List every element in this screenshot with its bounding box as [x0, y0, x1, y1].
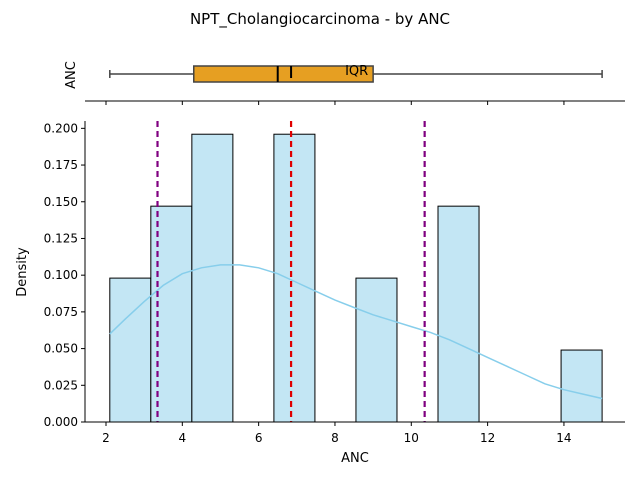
y-tick-label-4: 0.100	[44, 268, 78, 282]
kde-curve	[109, 264, 603, 400]
histogram-bar-11	[560, 349, 603, 423]
x-tick-label-0: 2	[102, 431, 110, 445]
y-tick-label-2: 0.050	[44, 342, 78, 356]
y-tick-label-3: 0.075	[44, 305, 78, 319]
histogram-y-label: Density	[15, 247, 30, 297]
histogram-x-ticks: 2 4 6 8 10 12 14	[102, 422, 572, 445]
y-tick-label-7: 0.175	[44, 158, 78, 172]
histogram-x-label: ANC	[341, 451, 369, 466]
box-iqr	[193, 65, 374, 83]
y-tick-label-8: 0.200	[44, 121, 78, 135]
x-tick-label-4: 10	[404, 431, 419, 445]
x-tick-label-5: 12	[480, 431, 495, 445]
chart-title: NPT_Cholangiocarcinoma - by ANC	[190, 10, 450, 29]
histogram-bar-2	[191, 133, 234, 423]
y-tick-label-0: 0.000	[44, 415, 78, 429]
box-iqr-annotation: IQR	[345, 64, 368, 79]
y-tick-label-6: 0.150	[44, 195, 78, 209]
reference-lines	[156, 121, 426, 422]
histogram-bars	[109, 133, 603, 423]
y-tick-label-5: 0.125	[44, 231, 78, 245]
histogram-bar-4	[273, 133, 316, 423]
x-tick-label-1: 4	[178, 431, 186, 445]
histogram-y-ticks: 0.000 0.025 0.050 0.075 0.100 0.125 0.150 0.175…	[44, 121, 85, 429]
box-plot-panel: ANC IQR	[64, 61, 625, 105]
x-tick-label-2: 6	[255, 431, 263, 445]
histogram-panel: 2 4 6 8 10 12 14 0.000 0.025 0.050 0.075 0.100 0.12…	[15, 121, 625, 466]
x-tick-label-6: 14	[556, 431, 571, 445]
x-tick-label-3: 8	[331, 431, 339, 445]
box-plot-x-ticks	[105, 101, 565, 105]
histogram-bar-0	[109, 277, 152, 423]
y-tick-label-1: 0.025	[44, 378, 78, 392]
histogram-bar-6	[355, 277, 398, 423]
box-plot-y-label: ANC	[64, 61, 79, 89]
histogram-bar-8	[437, 205, 480, 423]
